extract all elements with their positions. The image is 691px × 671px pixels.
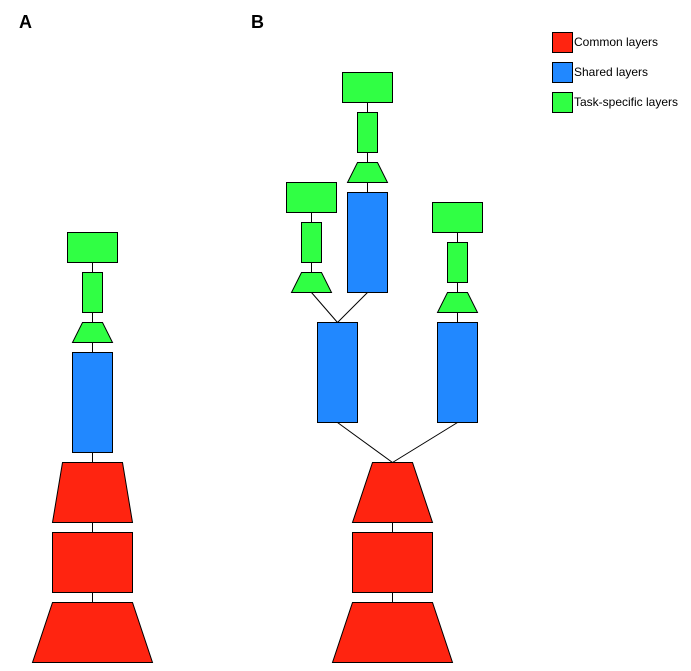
task-dense-block [301,222,322,263]
task-output-block [432,202,483,233]
common-rect-block [52,532,133,593]
legend-swatch-shared [552,62,573,83]
shared-block [72,352,113,453]
legend-label-shared: Shared layers [574,65,648,79]
legend-swatch-task [552,92,573,113]
task-dense-block [82,272,103,313]
shared-block [437,322,478,423]
common-trapezoid-top [51,462,134,523]
legend: Common layers Shared layers Task-specifi… [552,32,678,113]
branch-connector [311,292,338,323]
task-output-block [67,232,118,263]
panel-b-connectors [311,102,458,602]
branch-connector [337,422,393,463]
panel-a [31,232,154,663]
panel-label-b: B [251,12,264,32]
legend-swatch-common [552,32,573,53]
panel-label-a: A [19,12,32,32]
legend-label-task: Task-specific layers [574,95,678,109]
common-trapezoid-bottom [31,602,154,663]
task-output-block [342,72,393,103]
common-trapezoid-bottom [331,602,454,663]
shared-block [317,322,358,423]
common-rect-block [352,532,433,593]
branch-connector [337,292,368,323]
common-trapezoid-top [351,462,434,523]
legend-label-common: Common layers [574,35,658,49]
task-pooling-block [346,162,389,183]
branch-connector [392,422,458,463]
panel-b [286,72,483,663]
task-dense-block [447,242,468,283]
task-output-block [286,182,337,213]
shared-block [347,192,388,293]
task-pooling-block [436,292,479,313]
task-dense-block [357,112,378,153]
task-pooling-block [290,272,333,293]
task-pooling-block [71,322,114,343]
